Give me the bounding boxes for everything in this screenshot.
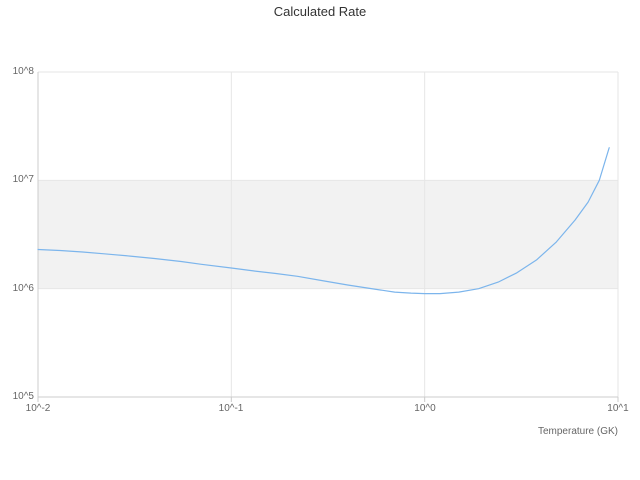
rate-series-line — [37, 147, 610, 295]
x-tick-label: 10^1 — [607, 403, 629, 414]
y-tick-label: 10^7 — [12, 174, 34, 185]
y-tick-label: 10^6 — [12, 283, 34, 294]
y-tick-label: 10^5 — [12, 391, 34, 402]
y-tick-label: 10^8 — [12, 66, 34, 77]
chart-title: Calculated Rate — [273, 4, 367, 19]
x-tick-label: 10^-1 — [218, 403, 244, 414]
x-axis-label: Temperature (GK) — [537, 426, 618, 437]
x-tick-label: 10^0 — [414, 403, 436, 414]
decade-band — [38, 180, 618, 289]
x-tick-label: 10^-2 — [25, 403, 51, 414]
